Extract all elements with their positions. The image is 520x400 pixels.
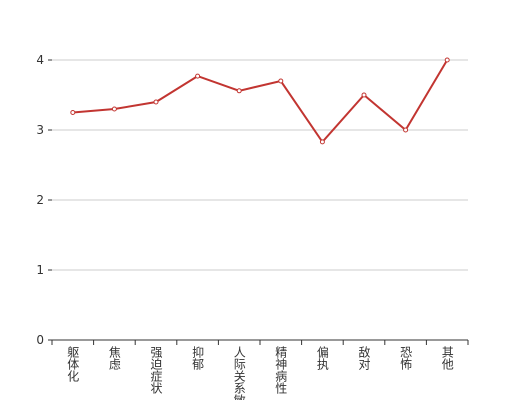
point [444,57,450,63]
y-tick-label: 4 [36,53,44,67]
point [111,106,117,112]
x-tick-label: 焦虑 [107,346,121,370]
y-tick-label: 2 [36,193,44,207]
x-tick-label: 躯体化 [66,345,80,383]
point [70,110,76,115]
x-tick-label: 抑郁 [191,345,205,371]
x-tick-label: 强迫症状 [149,346,163,394]
point [403,127,409,133]
point [195,73,201,79]
x-tick-label: 精神病性 [274,346,288,395]
point [278,78,284,84]
x-tick-label: 敌对 [357,345,371,370]
y-tick-label: 3 [36,123,44,137]
point [361,92,367,98]
line [72,59,449,144]
y-tick-label: 1 [36,263,44,277]
point [319,139,325,145]
point [153,99,159,105]
point [236,88,242,94]
x-tick-label: 偏执 [315,345,329,371]
x-tick-label: 恐怖 [399,346,413,370]
y-tick-label: 0 [36,333,44,347]
x-tick-label: 其他 [440,346,454,370]
x-tick-label: 人际关系敏感 [232,346,246,400]
